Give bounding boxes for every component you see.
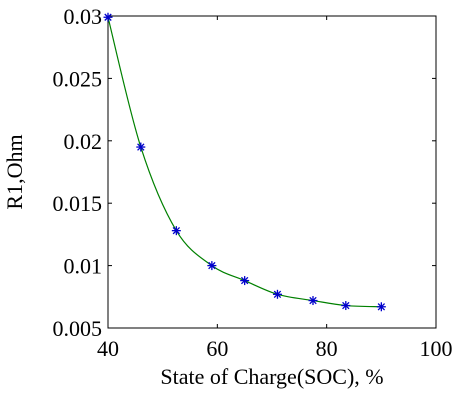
- x-tick-label: 100: [420, 336, 453, 361]
- data-point: [171, 226, 181, 236]
- y-tick-label: 0.02: [64, 129, 103, 154]
- series-layer: [103, 12, 386, 312]
- y-tick-label: 0.01: [64, 254, 103, 279]
- y-tick-label: 0.005: [53, 316, 103, 341]
- y-ticks: 0.005 0.01 0.015 0.02 0.025 0.03: [53, 4, 436, 341]
- marker-stroke: [208, 261, 216, 270]
- y-tick-label: 0.025: [53, 66, 103, 91]
- marker-stroke: [273, 290, 282, 299]
- data-point: [308, 296, 318, 306]
- marker-stroke: [240, 276, 249, 285]
- marker-stroke: [172, 226, 181, 235]
- marker-stroke: [342, 301, 350, 310]
- data-point: [272, 289, 282, 299]
- axes-frame: [107, 15, 437, 329]
- x-tick-label: 80: [316, 336, 338, 361]
- data-point: [136, 142, 146, 152]
- data-point: [341, 301, 351, 311]
- y-tick-label: 0.03: [64, 4, 103, 29]
- marker-stroke: [377, 303, 386, 311]
- x-tick-label: 60: [206, 336, 228, 361]
- marker-stroke: [104, 13, 112, 21]
- y-axis-label: R1,Ohm: [2, 134, 27, 209]
- marker-stroke: [309, 296, 317, 305]
- x-axis-label: State of Charge(SOC), %: [160, 364, 383, 389]
- data-point: [240, 276, 250, 286]
- y-tick-label: 0.015: [53, 191, 103, 216]
- data-point: [376, 302, 386, 312]
- series-line: [107, 17, 382, 308]
- x-tick-label: 40: [97, 336, 119, 361]
- x-ticks: 40 60 80 100: [97, 16, 453, 361]
- data-point: [103, 12, 113, 22]
- marker-stroke: [137, 143, 145, 151]
- plot-frame: [107, 15, 437, 329]
- data-point: [207, 261, 217, 271]
